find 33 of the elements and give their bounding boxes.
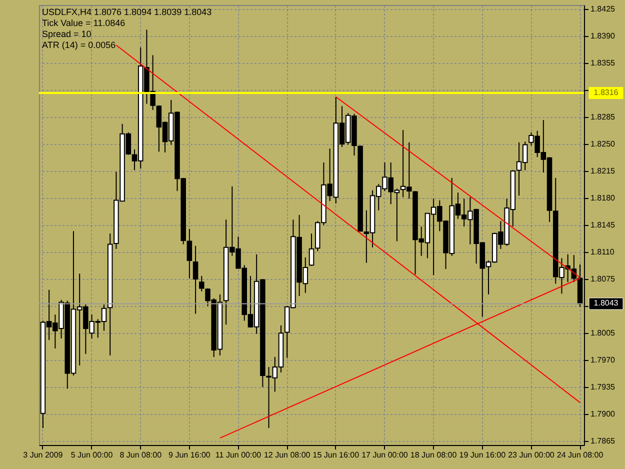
y-tick-label: 1.8075 xyxy=(590,274,616,284)
y-tick-label: 1.8145 xyxy=(590,220,616,230)
y-tick-label: 1.8285 xyxy=(590,112,616,122)
x-tick-label: 24 Jun 08:00 xyxy=(556,450,604,460)
x-tick-label: 8 Jun 08:00 xyxy=(120,450,162,460)
y-tick-label: 1.7935 xyxy=(590,382,616,392)
y-tick-label: 1.7970 xyxy=(590,356,616,365)
y-tick-label: 1.8390 xyxy=(590,31,616,40)
x-tick-label: 9 Jun 16:00 xyxy=(168,450,211,460)
annotation: ATR (14) = 0.0056 xyxy=(42,40,116,50)
x-tick-label: 18 Jun 08:00 xyxy=(410,450,458,460)
x-tick-label: 5 Jun 00:00 xyxy=(70,450,114,460)
x-tick-label: 23 Jun 00:00 xyxy=(508,450,555,460)
y-tick-label: 1.8250 xyxy=(590,139,616,148)
y-tick-label: 1.8355 xyxy=(590,58,616,68)
x-tick-label: 17 Jun 00:00 xyxy=(362,450,408,460)
annotation: USDLFX,H4 1.8076 1.8094 1.8039 1.8043 xyxy=(42,7,212,17)
annotation: Spread = 10 xyxy=(42,29,92,39)
x-tick-label: 12 Jun 08:00 xyxy=(264,450,311,460)
y-tick-label: 1.8180 xyxy=(590,193,616,202)
x-tick-label: 11 Jun 00:00 xyxy=(215,450,262,460)
x-tick-label: 15 Jun 16:00 xyxy=(312,450,360,460)
x-tick-label: 3 Jun 2009 xyxy=(23,450,64,460)
y-tick-label: 1.7865 xyxy=(590,436,616,446)
y-tick-label: 1.7900 xyxy=(590,410,616,419)
ref-line-label: 1.8043 xyxy=(594,298,619,308)
x-tick-label: 19 Jun 16:00 xyxy=(459,450,506,460)
y-tick-label: 1.8005 xyxy=(590,328,616,338)
ref-line-label: 1.8316 xyxy=(594,88,619,97)
y-tick-label: 1.8215 xyxy=(590,166,616,176)
annotation: Tick Value = 11.0846 xyxy=(42,18,126,28)
y-tick-label: 1.8110 xyxy=(590,248,615,257)
y-tick-label: 1.8425 xyxy=(590,4,616,14)
